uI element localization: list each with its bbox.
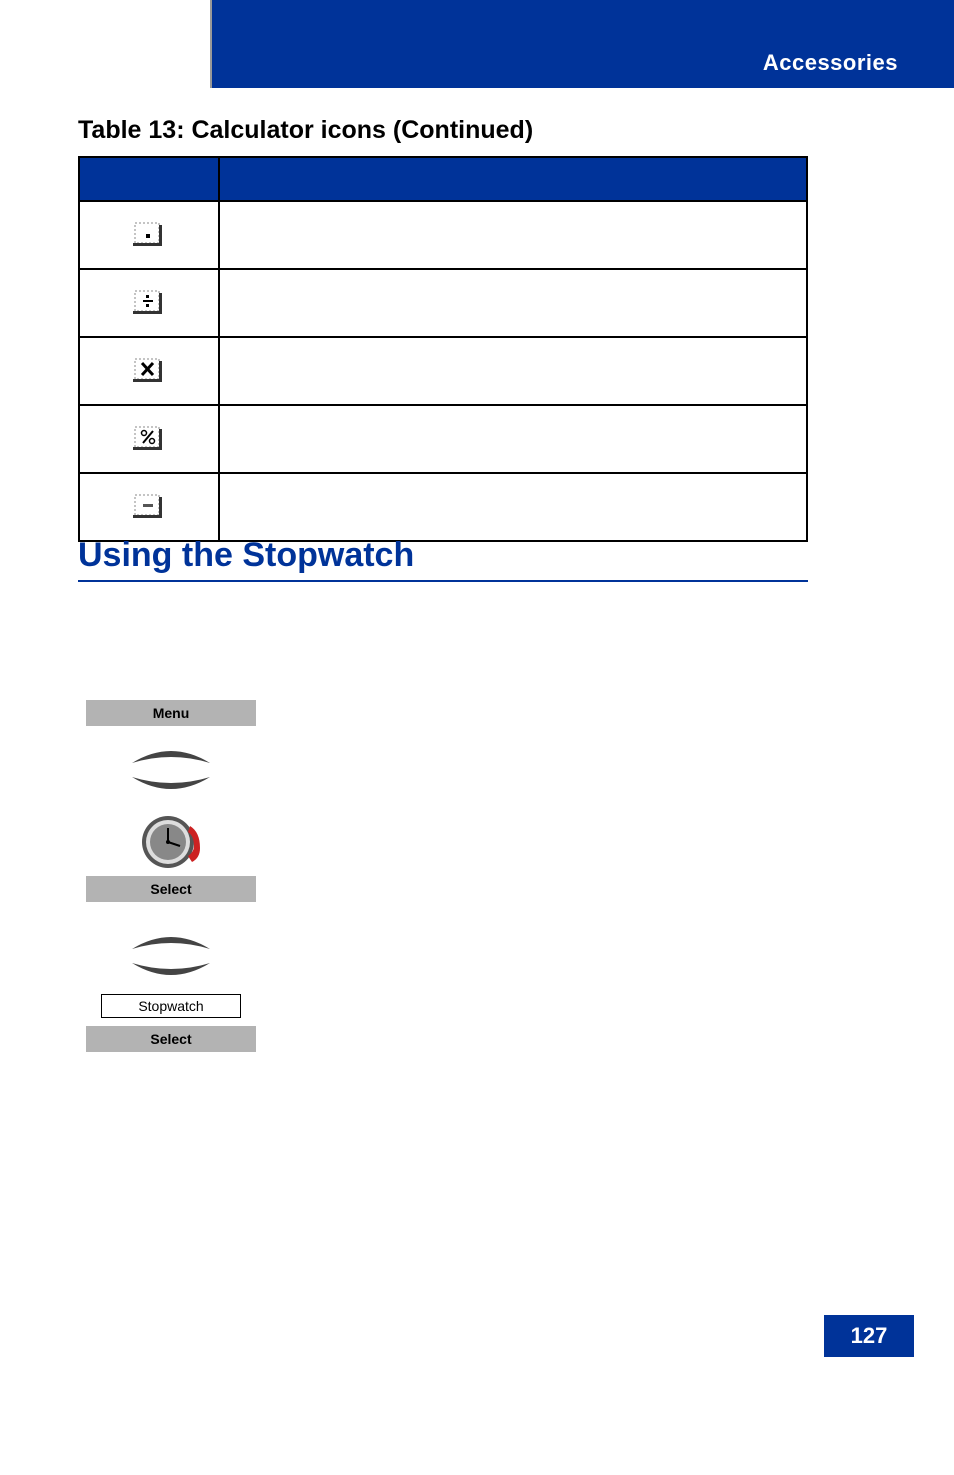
calculator-icons-table: [78, 156, 808, 542]
page-number-tag: 127: [824, 1315, 914, 1357]
icon-cell-multiply: [79, 337, 219, 405]
chevron-up-icon: [128, 929, 214, 953]
header-section-label: Accessories: [763, 50, 898, 76]
table-row: [79, 269, 807, 337]
table-row: [79, 405, 807, 473]
table-title: Table 13: Calculator icons (Continued): [78, 116, 533, 145]
chevron-down-icon: [128, 773, 214, 797]
step-column: Menu Select: [85, 700, 257, 1052]
table-row: [79, 201, 807, 269]
header-divider: [210, 0, 212, 88]
table-header-icon: [79, 157, 219, 201]
table-header-description: [219, 157, 807, 201]
select-button-1[interactable]: Select: [86, 876, 256, 902]
divide-icon: [133, 287, 165, 315]
icon-cell-subtract: [79, 473, 219, 541]
nav-arrows-icon-2: [128, 926, 214, 986]
subtract-icon: [133, 491, 165, 519]
stopwatch-option[interactable]: Stopwatch: [101, 994, 241, 1018]
table-row: [79, 473, 807, 541]
desc-cell: [219, 201, 807, 269]
icon-cell-divide: [79, 269, 219, 337]
desc-cell: [219, 473, 807, 541]
chevron-up-icon: [128, 743, 214, 767]
icon-cell-percent: [79, 405, 219, 473]
desc-cell: [219, 269, 807, 337]
stopwatch-icon: [136, 808, 206, 870]
section-title: Using the Stopwatch: [78, 536, 414, 575]
desc-cell: [219, 405, 807, 473]
desc-cell: [219, 337, 807, 405]
chevron-down-icon: [128, 959, 214, 983]
select-button-2[interactable]: Select: [86, 1026, 256, 1052]
icon-cell-decimal: [79, 201, 219, 269]
menu-button[interactable]: Menu: [86, 700, 256, 726]
multiply-icon: [133, 355, 165, 383]
percent-icon: [133, 423, 165, 451]
decimal-point-icon: [133, 219, 165, 247]
nav-arrows-icon: [128, 740, 214, 800]
header-bar: Accessories: [212, 0, 954, 88]
table-row: [79, 337, 807, 405]
section-underline: [78, 580, 808, 582]
